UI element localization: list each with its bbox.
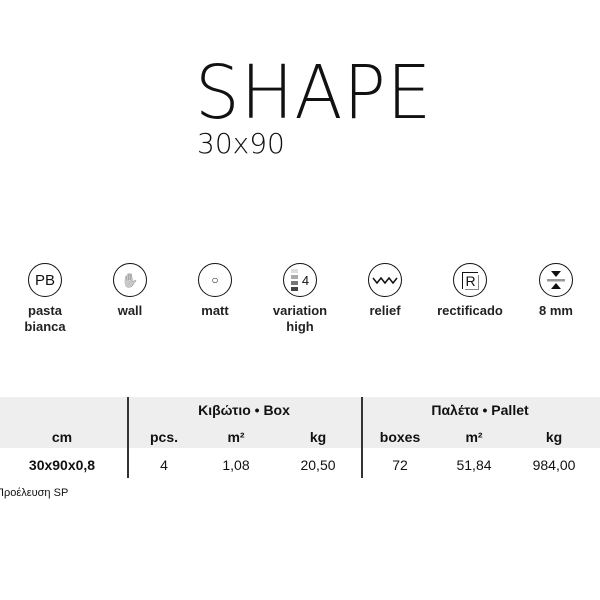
pasta-bianca-icon: PB <box>28 263 62 297</box>
feature-thickness: 8 mm <box>511 263 600 319</box>
product-size: 30x90 <box>197 127 285 160</box>
relief-wave-icon <box>368 263 402 297</box>
feature-matt: ○ matt <box>170 263 260 319</box>
col-header: cm <box>51 429 73 445</box>
group-box-header: Κιβώτιο • Box <box>198 402 290 418</box>
divider <box>361 397 363 478</box>
hand-wall-icon: ✋ <box>113 263 147 297</box>
matt-icon: ○ <box>198 263 232 297</box>
feature-variation: 4 variation high <box>255 263 345 335</box>
col-header: kg <box>545 429 563 445</box>
table-cell: 72 <box>392 457 408 473</box>
feature-label: high <box>286 319 314 334</box>
product-title: SHAPE <box>195 50 433 136</box>
feature-label: matt <box>201 303 229 318</box>
table-cell: 20,50 <box>300 457 336 473</box>
feature-relief: relief <box>340 263 430 319</box>
table-header <box>0 397 600 448</box>
thickness-icon <box>539 263 573 297</box>
variation-level: 4 <box>301 272 310 288</box>
col-header: m² <box>465 429 483 445</box>
feature-wall: ✋ wall <box>85 263 175 319</box>
feature-pasta-bianca: PB pasta bianca <box>0 263 90 335</box>
table-cell: 51,84 <box>456 457 492 473</box>
variation-bars-icon <box>290 269 298 291</box>
feature-label: relief <box>369 303 401 318</box>
table-cell: 1,08 <box>222 457 250 473</box>
feature-label: variation <box>272 303 328 318</box>
variation-icon: 4 <box>283 263 317 297</box>
table-cell: 30x90x0,8 <box>28 457 96 473</box>
col-header: kg <box>309 429 327 445</box>
col-header: m² <box>227 429 245 445</box>
table-cell: 4 <box>160 457 168 473</box>
feature-label: bianca <box>24 319 66 334</box>
feature-label: wall <box>117 303 143 318</box>
divider <box>127 397 129 478</box>
col-header: pcs. <box>149 429 179 445</box>
table-cell: 984,00 <box>532 457 576 473</box>
rectified-letter: R <box>462 271 478 289</box>
feature-label: pasta <box>28 303 62 318</box>
col-header: boxes <box>379 429 421 445</box>
footnote: Προέλευση SP <box>0 487 69 499</box>
feature-label: 8 mm <box>539 303 573 318</box>
rectified-icon: R <box>453 263 487 297</box>
group-pallet-header: Παλέτα • Pallet <box>431 402 529 418</box>
feature-rectificado: R rectificado <box>425 263 515 319</box>
feature-label: rectificado <box>437 303 503 318</box>
